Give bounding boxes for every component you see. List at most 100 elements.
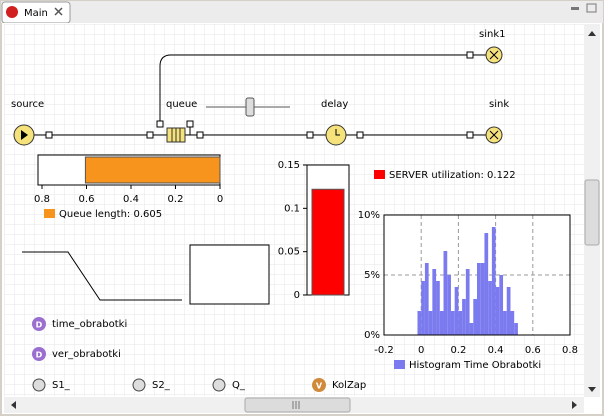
legend-swatch xyxy=(374,170,385,179)
ports xyxy=(45,51,474,139)
parameter-icon xyxy=(32,378,46,392)
block-label: queue xyxy=(166,99,197,110)
histogram-bar xyxy=(447,275,451,335)
variable-icon xyxy=(32,347,46,361)
port xyxy=(45,131,53,139)
histogram-bar xyxy=(503,311,507,335)
port xyxy=(146,131,154,139)
histogram-bar xyxy=(480,263,485,335)
histogram-bar xyxy=(477,263,481,335)
legend-swatch xyxy=(394,360,405,369)
histogram-bar xyxy=(499,275,504,335)
lookup-curve xyxy=(22,251,182,301)
port xyxy=(466,51,474,59)
histogram-bar xyxy=(436,281,440,335)
connector xyxy=(159,54,494,125)
v-scroll-thumb[interactable] xyxy=(584,179,600,246)
histogram-bar xyxy=(484,233,489,335)
maximize-button[interactable] xyxy=(586,3,597,13)
tab-close[interactable] xyxy=(54,7,63,16)
bar xyxy=(311,188,345,296)
legend-label: Histogram Time Obrabotki xyxy=(409,360,541,371)
variable-label[interactable]: time_obrabotki xyxy=(52,319,127,330)
parameter-label[interactable]: KolZap xyxy=(332,380,366,391)
sink-icon xyxy=(489,130,499,140)
parameter-label[interactable]: S1_ xyxy=(52,380,71,391)
legend-swatch xyxy=(44,209,55,218)
y-tick-label: 0% xyxy=(364,330,380,341)
parameter-label[interactable]: S2_ xyxy=(152,380,171,391)
histogram-bar xyxy=(443,251,448,335)
histogram-bar xyxy=(473,299,477,335)
histogram-bar xyxy=(506,287,511,335)
delay-icon xyxy=(335,129,340,136)
histogram-bar xyxy=(465,269,470,335)
port xyxy=(186,120,194,128)
parameter-label[interactable]: Q_ xyxy=(232,380,246,391)
x-tick-label: 0 xyxy=(217,194,223,205)
queue-icon xyxy=(171,128,181,142)
x-tick-label: 0.2 xyxy=(168,194,184,205)
histogram-bar xyxy=(439,311,444,335)
histogram-bar xyxy=(417,311,422,335)
histogram-bar xyxy=(424,263,429,335)
y-tick-label: 0.15 xyxy=(278,160,300,171)
port xyxy=(356,131,364,139)
x-tick-label: 0 xyxy=(418,345,424,356)
x-tick-label: -0.2 xyxy=(374,345,394,356)
block-label: sink xyxy=(489,99,509,110)
bar xyxy=(84,156,221,184)
minimize-button[interactable] xyxy=(571,7,579,10)
x-tick-label: 0.4 xyxy=(488,345,504,356)
variable-icon-letter: D xyxy=(36,351,43,360)
variable-label[interactable]: ver_obrabotki xyxy=(52,349,121,360)
legend-label: SERVER utilization: 0.122 xyxy=(389,170,516,181)
tab-title: Main xyxy=(24,8,48,19)
histogram-bar xyxy=(495,287,500,335)
y-tick-label: 0.1 xyxy=(284,203,300,214)
histogram-bar xyxy=(469,323,474,335)
histogram-bar xyxy=(458,311,463,335)
tab-bar xyxy=(1,1,603,23)
plot-border xyxy=(383,214,571,336)
x-tick-label: 0.6 xyxy=(79,194,95,205)
variable-icon xyxy=(312,378,326,392)
block-label: sink1 xyxy=(479,29,505,40)
port xyxy=(466,131,474,139)
y-tick-label: 0 xyxy=(294,290,300,301)
port xyxy=(156,120,164,128)
histogram-bar xyxy=(514,323,518,335)
variable-icon-letter: V xyxy=(316,382,323,391)
legend-label: Queue length: 0.605 xyxy=(59,209,162,220)
histogram-bar xyxy=(450,311,455,335)
histogram-bar xyxy=(462,299,466,335)
x-tick-label: 0.6 xyxy=(525,345,541,356)
histogram-bar xyxy=(428,311,433,335)
x-tick-label: 0.4 xyxy=(123,194,139,205)
block-label: source xyxy=(11,99,44,110)
y-tick-label: 5% xyxy=(364,270,380,281)
port xyxy=(196,131,204,139)
histogram-bar xyxy=(491,227,496,335)
histogram-bar xyxy=(510,311,515,335)
x-tick-label: 0.8 xyxy=(562,345,578,356)
slider-thumb[interactable] xyxy=(245,97,255,117)
y-tick-label: 10% xyxy=(358,210,380,221)
parameter-icon xyxy=(132,378,146,392)
tab-icon xyxy=(6,6,18,18)
h-scroll-thumb[interactable] xyxy=(244,397,351,413)
histogram-bar xyxy=(454,287,459,335)
variable-icon-letter: D xyxy=(36,321,43,330)
scroll-grip xyxy=(292,401,300,409)
histogram-bar xyxy=(432,269,437,335)
parameter-icon xyxy=(212,378,226,392)
rectangle xyxy=(189,244,270,305)
histogram-bar xyxy=(488,281,492,335)
variable-icon xyxy=(32,317,46,331)
x-tick-label: 0.8 xyxy=(34,194,50,205)
block-label: delay xyxy=(321,99,348,110)
x-tick-label: 0.2 xyxy=(450,345,466,356)
y-tick-label: 0.05 xyxy=(278,247,300,258)
source-icon xyxy=(21,130,28,140)
